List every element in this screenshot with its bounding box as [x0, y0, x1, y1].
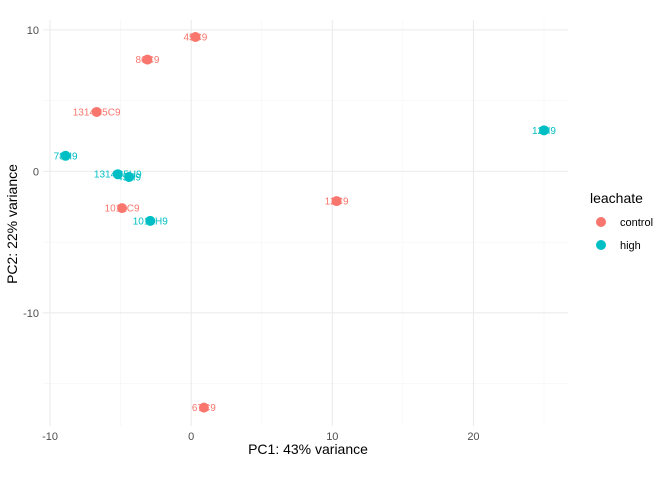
data-point-high — [112, 169, 123, 180]
point-label: 1314C5H9 — [94, 170, 142, 181]
legend-title: leachate — [590, 190, 643, 206]
data-point-high — [60, 150, 71, 161]
y-tick-label: 10 — [27, 25, 39, 37]
data-point-control — [198, 402, 209, 413]
point-label: 1314C5C9 — [73, 107, 121, 118]
y-axis-ticks: -10 0 10 — [23, 25, 39, 320]
point-labels: 45C9 86C9 1314C5C9 12C9 1012C9 67C9 12H9 78H9 13… — [54, 32, 557, 414]
point-label: 1012C9 — [105, 204, 140, 215]
point-label: 12C9 — [325, 197, 349, 208]
legend-key-high — [596, 240, 606, 250]
x-tick-label: -10 — [42, 431, 58, 443]
x-tick-label: 10 — [326, 431, 338, 443]
data-point-high — [124, 172, 135, 183]
grid-lines — [43, 20, 568, 426]
y-tick-label: -10 — [23, 308, 39, 320]
point-label: 45H9 — [117, 173, 141, 184]
point-label: 78H9 — [54, 151, 78, 162]
legend-label-control: control — [620, 217, 653, 229]
legend-key-control — [596, 217, 606, 227]
data-point-control — [190, 31, 201, 42]
x-axis-ticks: -10 0 10 20 — [42, 431, 479, 443]
data-point-control — [142, 54, 153, 65]
point-label: 1012H9 — [133, 216, 168, 227]
point-label: 12H9 — [532, 126, 556, 137]
y-tick-label: 0 — [33, 166, 39, 178]
data-point-control — [331, 196, 342, 207]
data-point-high — [145, 215, 156, 226]
x-tick-label: 20 — [467, 431, 479, 443]
point-label: 86C9 — [135, 55, 159, 66]
x-tick-label: 0 — [188, 431, 194, 443]
point-label: 67C9 — [192, 403, 216, 414]
legend: leachate control high — [590, 190, 653, 252]
data-point-control — [91, 106, 102, 117]
point-label: 45C9 — [183, 32, 207, 43]
data-point-high — [539, 125, 550, 136]
data-point-control — [117, 203, 128, 214]
data-points — [60, 31, 550, 413]
y-axis-title: PC2: 22% variance — [4, 164, 20, 284]
x-axis-title: PC1: 43% variance — [248, 441, 368, 457]
legend-label-high: high — [620, 240, 641, 252]
